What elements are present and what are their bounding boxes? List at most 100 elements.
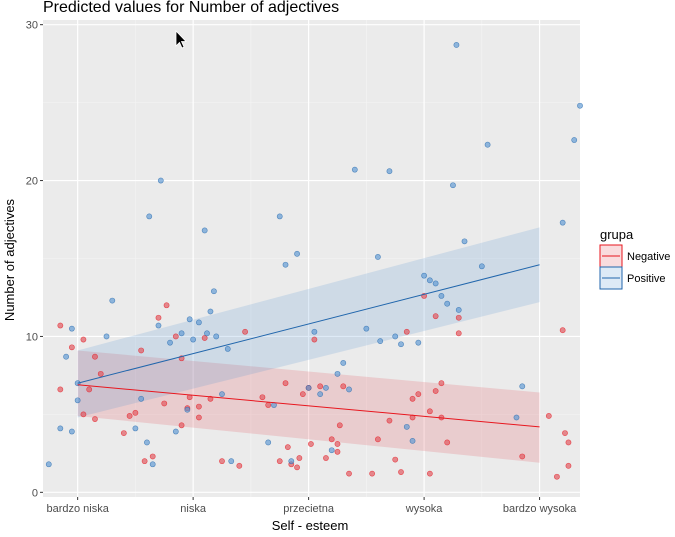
- confidence-band-negative: [77, 350, 540, 463]
- data-point-positive: [211, 288, 217, 295]
- data-point-positive: [74, 397, 81, 404]
- y-axis-ticks: 0 10 20 30: [26, 20, 43, 499]
- y-tick-label: 30: [26, 20, 38, 32]
- data-point-negative: [161, 400, 168, 407]
- data-point-negative: [155, 314, 162, 321]
- data-point-positive: [103, 333, 110, 340]
- data-point-negative: [565, 439, 572, 446]
- data-point-positive: [276, 213, 283, 220]
- data-point-positive: [157, 177, 164, 184]
- data-point-negative: [196, 403, 202, 410]
- data-point-positive: [207, 308, 214, 315]
- data-point-negative: [334, 448, 341, 455]
- data-point-negative: [565, 462, 572, 469]
- y-tick-label: 20: [26, 176, 38, 188]
- data-point-negative: [554, 473, 560, 480]
- data-point-negative: [317, 383, 324, 390]
- data-point-negative: [126, 413, 133, 419]
- data-point-negative: [172, 333, 179, 340]
- data-point-positive: [294, 250, 300, 257]
- data-point-positive: [138, 395, 145, 402]
- data-point-positive: [375, 254, 381, 260]
- x-tick-label: niska: [180, 503, 207, 515]
- data-point-positive: [450, 182, 456, 189]
- x-tick-label: bardzo wysoka: [503, 503, 577, 515]
- data-point-positive: [415, 339, 422, 346]
- data-point-positive: [432, 280, 439, 287]
- x-tick-label: przecietna: [283, 503, 335, 515]
- fit-line-positive: [77, 264, 540, 384]
- y-axis-title: Number of adjectives: [2, 198, 17, 321]
- data-point-positive: [398, 341, 404, 348]
- data-point-negative: [562, 430, 568, 436]
- data-point-negative: [444, 439, 451, 446]
- data-point-negative: [242, 328, 248, 335]
- data-point-positive: [45, 461, 52, 468]
- data-point-negative: [196, 414, 202, 421]
- x-axis-title: Self - esteem: [272, 518, 349, 533]
- data-point-negative: [276, 458, 283, 465]
- data-point-negative: [340, 383, 347, 390]
- data-point-negative: [178, 422, 185, 429]
- data-point-negative: [545, 413, 552, 419]
- data-point-positive: [144, 439, 150, 446]
- data-point-positive: [340, 360, 347, 366]
- data-point-negative: [149, 453, 156, 460]
- data-point-positive: [363, 325, 370, 332]
- data-point-positive: [577, 102, 583, 109]
- data-point-negative: [138, 347, 145, 354]
- data-point-negative: [80, 411, 87, 418]
- data-point-positive: [426, 277, 433, 284]
- data-point-negative: [163, 302, 170, 309]
- data-point-negative: [438, 380, 445, 387]
- data-point-negative: [455, 314, 462, 321]
- data-point-positive: [328, 447, 335, 454]
- data-point-positive: [213, 333, 220, 340]
- data-point-positive: [288, 458, 295, 465]
- data-point-negative: [346, 470, 352, 477]
- data-point-negative: [92, 416, 98, 422]
- data-point-positive: [63, 353, 69, 360]
- data-point-positive: [132, 425, 139, 432]
- data-point-positive: [571, 137, 578, 143]
- data-point-positive: [186, 316, 193, 323]
- data-point-negative: [336, 422, 343, 429]
- data-point-negative: [92, 353, 98, 360]
- data-points: [45, 42, 583, 480]
- data-point-positive: [201, 227, 208, 234]
- x-axis-ticks: bardzo niska niska przecietna wysoka bardzo …: [46, 497, 577, 515]
- data-point-positive: [444, 300, 451, 307]
- data-point-positive: [219, 391, 225, 398]
- data-point-positive: [461, 238, 468, 245]
- data-point-negative: [141, 458, 148, 465]
- data-point-positive: [57, 425, 64, 432]
- x-tick-label: wysoka: [405, 503, 444, 515]
- data-point-negative: [334, 441, 341, 447]
- data-point-positive: [265, 439, 272, 446]
- data-point-positive: [311, 328, 318, 335]
- data-point-positive: [455, 307, 462, 313]
- chart-title: Predicted values for Number of adjective…: [43, 0, 339, 16]
- data-point-positive: [334, 370, 341, 377]
- mouse-cursor-icon: [175, 30, 187, 49]
- data-point-negative: [265, 402, 272, 408]
- fit-line-negative: [77, 384, 540, 428]
- data-point-positive: [184, 406, 191, 413]
- data-point-positive: [196, 319, 202, 326]
- data-point-negative: [455, 330, 462, 337]
- data-point-positive: [421, 272, 427, 279]
- data-point-positive: [484, 141, 491, 148]
- data-point-negative: [57, 386, 64, 393]
- data-point-positive: [282, 261, 289, 268]
- y-tick-label: 10: [26, 331, 38, 343]
- legend-label-negative: Negative: [627, 251, 670, 263]
- data-point-negative: [86, 386, 93, 393]
- data-point-negative: [259, 394, 266, 401]
- data-point-negative: [236, 462, 243, 469]
- legend-label-positive: Positive: [627, 273, 666, 285]
- data-point-negative: [426, 408, 433, 415]
- data-point-negative: [409, 395, 416, 402]
- data-point-negative: [97, 370, 104, 377]
- y-tick-label: 0: [32, 487, 38, 499]
- data-point-positive: [155, 322, 162, 329]
